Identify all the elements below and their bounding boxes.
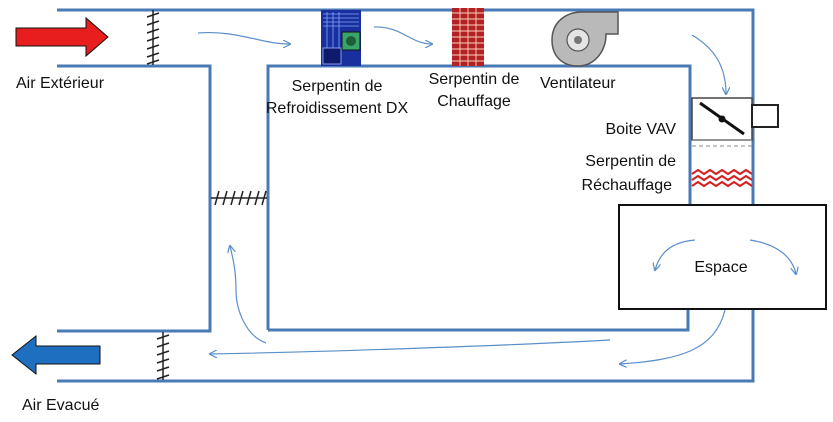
heating-coil-label-line1: Serpentin de xyxy=(429,71,520,88)
heating-coil-label-line2: Chauffage xyxy=(437,93,511,110)
flow-arrow-return xyxy=(620,309,726,364)
exhaust-damper-icon xyxy=(156,332,170,380)
duct-walls xyxy=(57,8,755,383)
vav-box-icon xyxy=(691,97,779,147)
outside-air-label: Air Extérieur xyxy=(16,75,105,92)
flow-arrow-space-right xyxy=(749,239,796,274)
exhaust-air-arrow xyxy=(11,334,101,376)
flow-arrow-exhaust xyxy=(210,339,611,354)
mixing-damper-icon xyxy=(211,190,267,206)
flow-arrow-to-vav xyxy=(691,34,726,94)
dx-coil-label-line2: Refroidissement DX xyxy=(266,100,409,117)
space-box xyxy=(618,204,827,310)
dx-cooling-coil-icon xyxy=(321,10,361,66)
exhaust-air-label: Air Evacué xyxy=(22,397,99,414)
flow-arrows xyxy=(197,26,796,364)
reheat-coil-label-line1: Serpentin de xyxy=(585,153,676,170)
flow-arrow-recirc xyxy=(230,246,267,344)
outside-air-damper-icon xyxy=(146,10,160,65)
fan-label: Ventilateur xyxy=(540,75,616,92)
flow-arrow-to-heating-coil xyxy=(373,26,432,44)
flow-arrow-space-left xyxy=(655,239,696,270)
heating-coil-icon xyxy=(452,8,484,66)
reheat-coil-icon xyxy=(691,168,753,188)
space-label: Espace xyxy=(694,259,747,276)
outside-air-arrow xyxy=(15,16,109,58)
dx-coil-label-line1: Serpentin de xyxy=(292,78,383,95)
reheat-coil-label-line2: Réchauffage xyxy=(582,177,673,194)
vav-box-label: Boite VAV xyxy=(605,121,676,138)
fan-icon xyxy=(551,11,619,67)
flow-arrow-intake xyxy=(197,31,290,44)
